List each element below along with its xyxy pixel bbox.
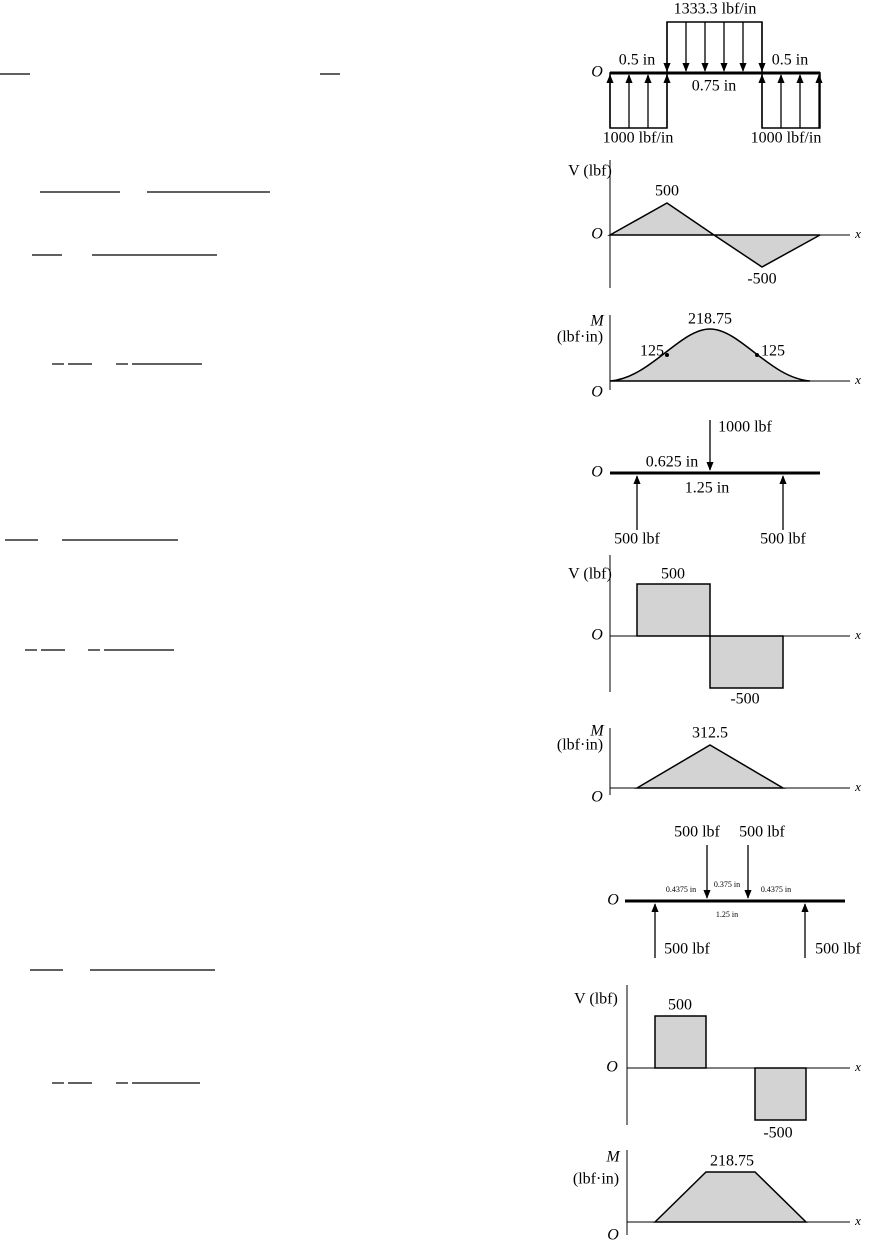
load-label: 500 lbf [815,941,861,958]
load-diagram-1: O 1333.3 lbf/in 0.5 in 0.75 in 0.5 in 10… [591,1,823,147]
origin-label: O [591,627,603,644]
moment-diagram-1: M (lbf·in) O x 218.75 125 125 [557,311,861,401]
span-label: 0.625 in [646,454,698,471]
value-label: -500 [730,691,759,708]
value-label: 500 [668,997,692,1014]
x-label: x [854,1059,861,1074]
moment-diagram-2: M (lbf·in) O x 312.5 [557,723,861,806]
load-diagram-3: O 500 lbf 500 lbf 0.4375 in 0.375 in 0.4… [607,824,862,958]
origin-label: O [591,226,603,243]
span-label: 0.4375 in [761,885,791,894]
value-label: -500 [747,271,776,288]
axis-label: (lbf·in) [557,737,603,754]
axis-label: M [589,313,605,330]
x-label: x [854,226,861,241]
value-label: 500 [661,566,685,583]
axis-label: V (lbf) [568,163,612,180]
origin-label: O [607,892,619,909]
span-label: 1.25 in [716,910,738,919]
span-label: 0.5 in [619,52,655,69]
axis-label: (lbf·in) [573,1171,619,1188]
axis-label: V (lbf) [568,566,612,583]
span-label: 0.375 in [714,880,740,889]
value-label: 218.75 [710,1153,754,1170]
x-label: x [854,779,861,794]
axis-label: M [589,723,605,740]
x-label: x [854,372,861,387]
span-label: 0.75 in [692,78,736,95]
equation-fragments [0,73,340,1084]
value-label: 218.75 [688,311,732,328]
value-label: -500 [763,1125,792,1142]
load-label: 500 lbf [674,824,720,841]
span-label: 0.5 in [772,52,808,69]
shear-diagram-1: V (lbf) O x 500 -500 [568,160,861,288]
axis-label: (lbf·in) [557,329,603,346]
span-label: 0.4375 in [666,885,696,894]
shear-diagram-3: V (lbf) O x 500 -500 [574,985,861,1142]
shear-diagram-2: V (lbf) O x 500 -500 [568,555,861,708]
axis-label: M [605,1149,621,1166]
origin-label: O [606,1059,618,1076]
value-label: 125 [640,343,664,360]
load-label: 1333.3 lbf/in [674,1,757,18]
x-label: x [854,1213,861,1228]
load-label: 500 lbf [739,824,785,841]
origin-label: O [591,789,603,806]
value-label: 125 [761,343,785,360]
origin-label: O [591,464,603,481]
x-label: x [854,627,861,642]
load-label: 1000 lbf/in [751,130,822,147]
load-label: 500 lbf [614,531,660,548]
origin-label: O [607,1227,619,1244]
load-label: 1000 lbf/in [603,130,674,147]
span-label: 1.25 in [685,480,729,497]
load-label: 500 lbf [664,941,710,958]
value-label: 312.5 [692,725,728,742]
axis-label: V (lbf) [574,991,618,1008]
moment-diagram-3: M (lbf·in) O x 218.75 [573,1149,861,1244]
origin-label: O [591,64,603,81]
value-label: 500 [655,183,679,200]
load-diagram-2: O 1000 lbf 0.625 in 1.25 in 500 lbf 500 … [591,419,820,548]
load-label: 1000 lbf [718,419,772,436]
load-label: 500 lbf [760,531,806,548]
origin-label: O [591,384,603,401]
